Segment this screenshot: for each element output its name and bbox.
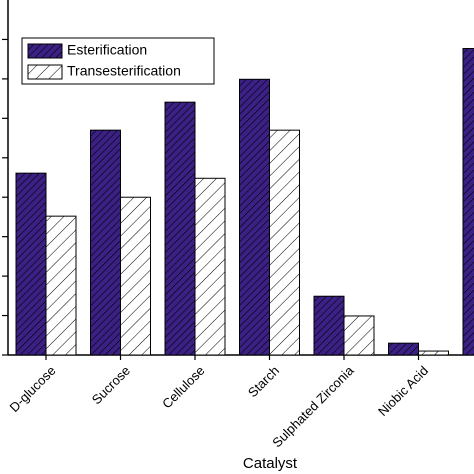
bar (388, 342, 419, 356)
x-tick-label: Niobic Acid (375, 363, 431, 419)
bar (239, 78, 270, 356)
bar (45, 215, 77, 356)
x-tick-label: D-glucose (7, 363, 59, 415)
bar (194, 177, 226, 356)
bar (15, 172, 47, 356)
x-tick-label: Cellulose (159, 363, 207, 411)
bar (90, 129, 121, 356)
bar (343, 315, 375, 356)
x-axis-label: Catalyst (243, 455, 298, 472)
x-tick-label: Sucrose (89, 363, 133, 407)
legend-label: Esterification (67, 42, 147, 58)
bar (313, 295, 345, 356)
x-tick-label: Starch (245, 363, 282, 400)
bar (269, 129, 300, 356)
bar (418, 350, 449, 356)
x-tick-label: Sulphated Zirconia (269, 362, 357, 450)
legend-label: Transesterification (67, 63, 181, 79)
legend-swatch (27, 64, 63, 80)
bar (120, 196, 151, 356)
bar (164, 101, 196, 356)
bar (462, 48, 474, 356)
legend-swatch (27, 43, 63, 59)
